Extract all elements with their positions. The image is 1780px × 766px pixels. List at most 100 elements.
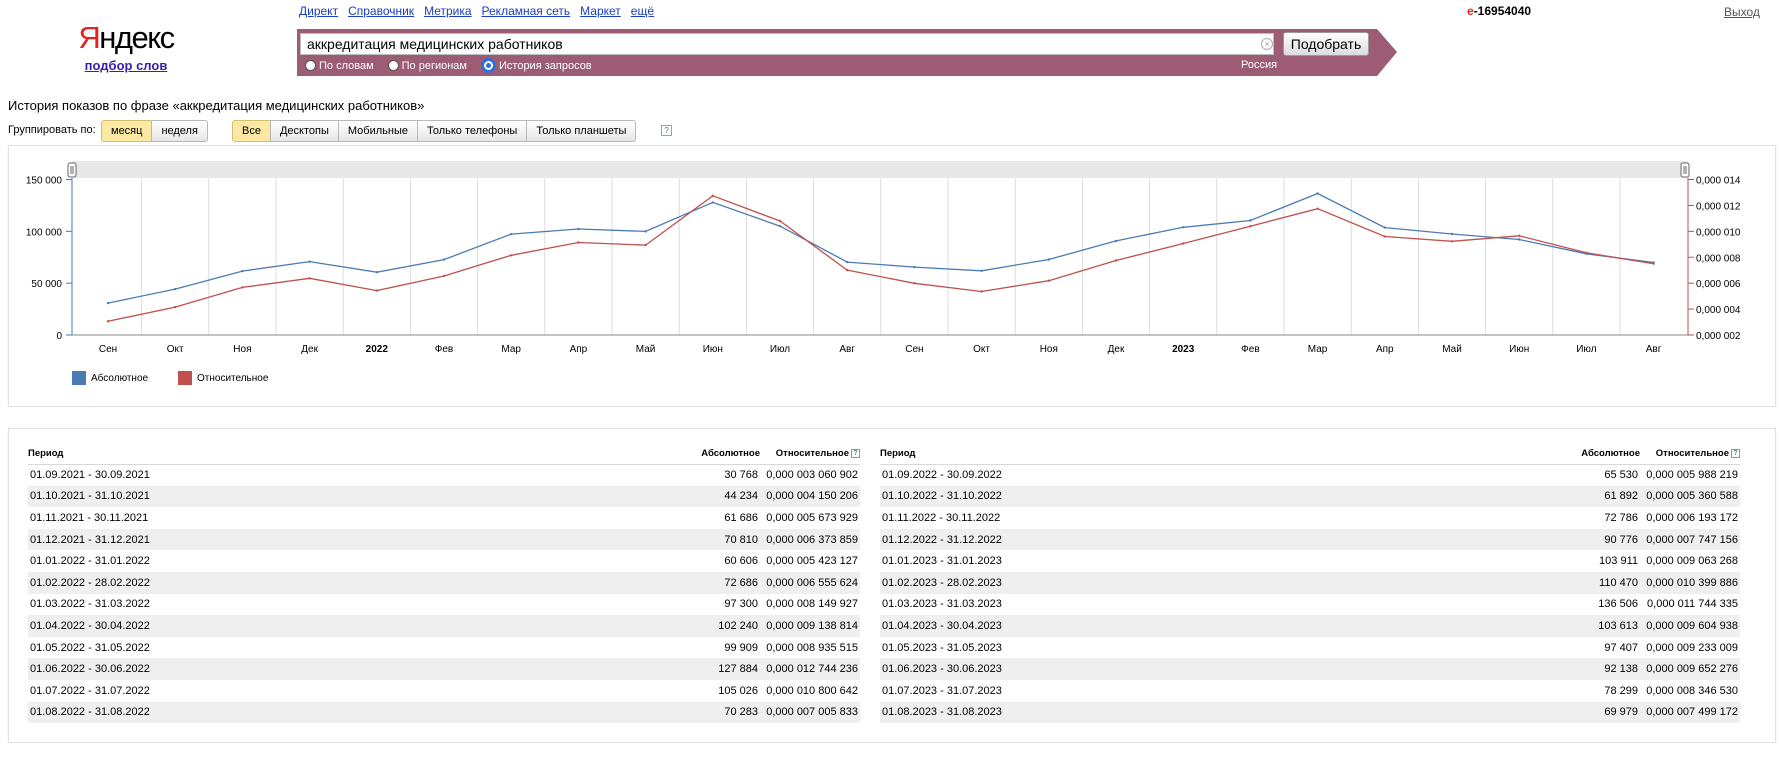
help-icon[interactable]: ?	[1731, 448, 1740, 458]
series-relative-line[interactable]	[107, 195, 1654, 322]
point-absolute[interactable]	[1316, 192, 1319, 195]
point-absolute[interactable]	[778, 224, 782, 228]
device-button[interactable]: Только планшеты	[526, 120, 637, 142]
table-row: 01.08.2023 - 31.08.2023 69 979 0,000 007 4…	[880, 701, 1740, 724]
nav-link[interactable]: Директ	[299, 4, 339, 18]
x-tick-label: Сен	[99, 344, 117, 355]
relative-cell: 0,000 009 604 938	[1640, 615, 1740, 637]
point-absolute[interactable]	[174, 287, 177, 291]
table-row: 01.07.2023 - 31.07.2023 78 299 0,000 008 3…	[880, 679, 1740, 702]
search-mode-option[interactable]: История запросов	[481, 58, 592, 73]
y-right-tick-label: 0,000 002	[1696, 331, 1741, 342]
y-left-tick-label: 0	[56, 331, 62, 342]
search-button[interactable]: Подобрать	[1283, 32, 1369, 56]
range-handle-left[interactable]	[67, 162, 77, 178]
point-relative[interactable]	[1249, 225, 1252, 228]
point-absolute[interactable]	[1450, 232, 1454, 236]
help-icon[interactable]: ?	[851, 448, 860, 458]
point-absolute[interactable]	[106, 301, 110, 305]
x-tick-label: Май	[1442, 344, 1462, 355]
point-absolute[interactable]	[644, 230, 647, 233]
nav-link[interactable]: ещё	[630, 4, 655, 18]
point-absolute[interactable]	[241, 269, 244, 273]
point-absolute[interactable]	[442, 258, 446, 261]
point-absolute[interactable]	[577, 227, 580, 231]
point-absolute[interactable]	[846, 260, 849, 264]
period-cell: 01.04.2023 - 30.04.2023	[880, 615, 1428, 637]
account-id[interactable]: е-16954040	[1467, 4, 1531, 18]
point-relative[interactable]	[577, 241, 580, 244]
logo-subtitle-link[interactable]: подбор слов	[84, 58, 168, 73]
point-relative[interactable]	[1585, 251, 1588, 254]
point-relative[interactable]	[1114, 259, 1118, 262]
clear-icon[interactable]: ×	[1261, 38, 1273, 50]
point-absolute[interactable]	[913, 265, 916, 269]
point-relative[interactable]	[711, 194, 714, 197]
point-relative[interactable]	[106, 320, 110, 323]
point-absolute[interactable]	[375, 271, 378, 274]
yandex-logo[interactable]: Яндекс подбор слов	[76, 22, 176, 75]
search-mode-option[interactable]: По словам	[305, 58, 374, 73]
point-relative[interactable]	[241, 286, 244, 289]
point-relative[interactable]	[913, 282, 916, 285]
period-button[interactable]: неделя	[151, 120, 208, 142]
point-absolute[interactable]	[510, 232, 513, 236]
range-handle-right[interactable]	[1680, 162, 1690, 178]
point-relative[interactable]	[778, 219, 782, 223]
device-button[interactable]: Только телефоны	[416, 120, 528, 142]
series-absolute-line[interactable]	[107, 192, 1654, 304]
point-relative[interactable]	[1316, 207, 1319, 210]
legend-relative[interactable]: Относительное	[178, 371, 268, 385]
search-mode-option[interactable]: По регионам	[387, 58, 467, 73]
help-icon[interactable]: ?	[661, 125, 672, 136]
period-button[interactable]: месяц	[101, 120, 153, 142]
point-absolute[interactable]	[1249, 219, 1252, 222]
logout-link[interactable]: Выход	[1724, 5, 1760, 19]
nav-link[interactable]: Маркет	[580, 4, 621, 18]
x-tick-label: Окт	[973, 344, 990, 355]
point-absolute[interactable]	[980, 269, 983, 272]
point-relative[interactable]	[1652, 262, 1655, 265]
point-relative[interactable]	[846, 268, 849, 272]
device-button[interactable]: Десктопы	[269, 120, 339, 142]
point-relative[interactable]	[980, 290, 983, 293]
y-right-tick-label: 0,000 014	[1696, 176, 1741, 187]
point-relative[interactable]	[1518, 234, 1521, 237]
point-absolute[interactable]	[1518, 238, 1521, 241]
radio-icon[interactable]	[305, 60, 316, 71]
point-absolute[interactable]	[1182, 226, 1185, 229]
legend-absolute[interactable]: Абсолютное	[72, 371, 148, 385]
radio-icon[interactable]	[387, 60, 399, 71]
point-relative[interactable]	[1383, 235, 1387, 238]
table-row: 01.06.2023 - 30.06.2023 92 138 0,000 009 6…	[880, 658, 1740, 680]
device-button[interactable]: Все	[232, 120, 271, 142]
relative-cell: 0,000 007 499 172	[1640, 701, 1740, 724]
point-relative[interactable]	[1182, 242, 1185, 245]
radio-icon[interactable]	[481, 58, 496, 73]
relative-cell: 0,000 009 138 814	[760, 615, 860, 637]
device-button[interactable]: Мобильные	[337, 120, 418, 142]
point-absolute[interactable]	[1114, 239, 1118, 243]
point-relative[interactable]	[375, 289, 378, 292]
point-relative[interactable]	[644, 243, 647, 247]
x-tick-label: Май	[636, 344, 656, 355]
col-header-period: Период	[28, 443, 548, 465]
search-input[interactable]	[300, 33, 1274, 55]
point-absolute[interactable]	[711, 201, 714, 204]
point-relative[interactable]	[1450, 240, 1454, 243]
region-label[interactable]: Россия	[1241, 59, 1278, 71]
point-absolute[interactable]	[308, 260, 311, 263]
point-absolute[interactable]	[1047, 258, 1051, 261]
account-id-rest: -16954040	[1473, 4, 1532, 18]
nav-link[interactable]: Рекламная сеть	[481, 4, 571, 18]
point-relative[interactable]	[308, 277, 311, 280]
absolute-cell: 97 407	[1428, 636, 1640, 659]
point-relative[interactable]	[442, 274, 446, 278]
nav-link[interactable]: Справочник	[348, 4, 415, 18]
point-relative[interactable]	[174, 305, 177, 309]
point-relative[interactable]	[510, 254, 513, 257]
point-absolute[interactable]	[1383, 226, 1387, 229]
nav-link[interactable]: Метрика	[424, 4, 472, 18]
page-title: История показов по фразе «аккредитация м…	[8, 98, 425, 113]
point-relative[interactable]	[1047, 279, 1051, 282]
